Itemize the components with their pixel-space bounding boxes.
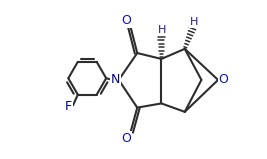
Text: F: F — [65, 100, 72, 113]
Text: O: O — [122, 132, 132, 145]
Text: O: O — [122, 14, 132, 27]
Text: H: H — [158, 25, 167, 35]
Text: O: O — [219, 73, 229, 86]
Text: H: H — [190, 17, 198, 27]
Text: N: N — [111, 73, 120, 86]
